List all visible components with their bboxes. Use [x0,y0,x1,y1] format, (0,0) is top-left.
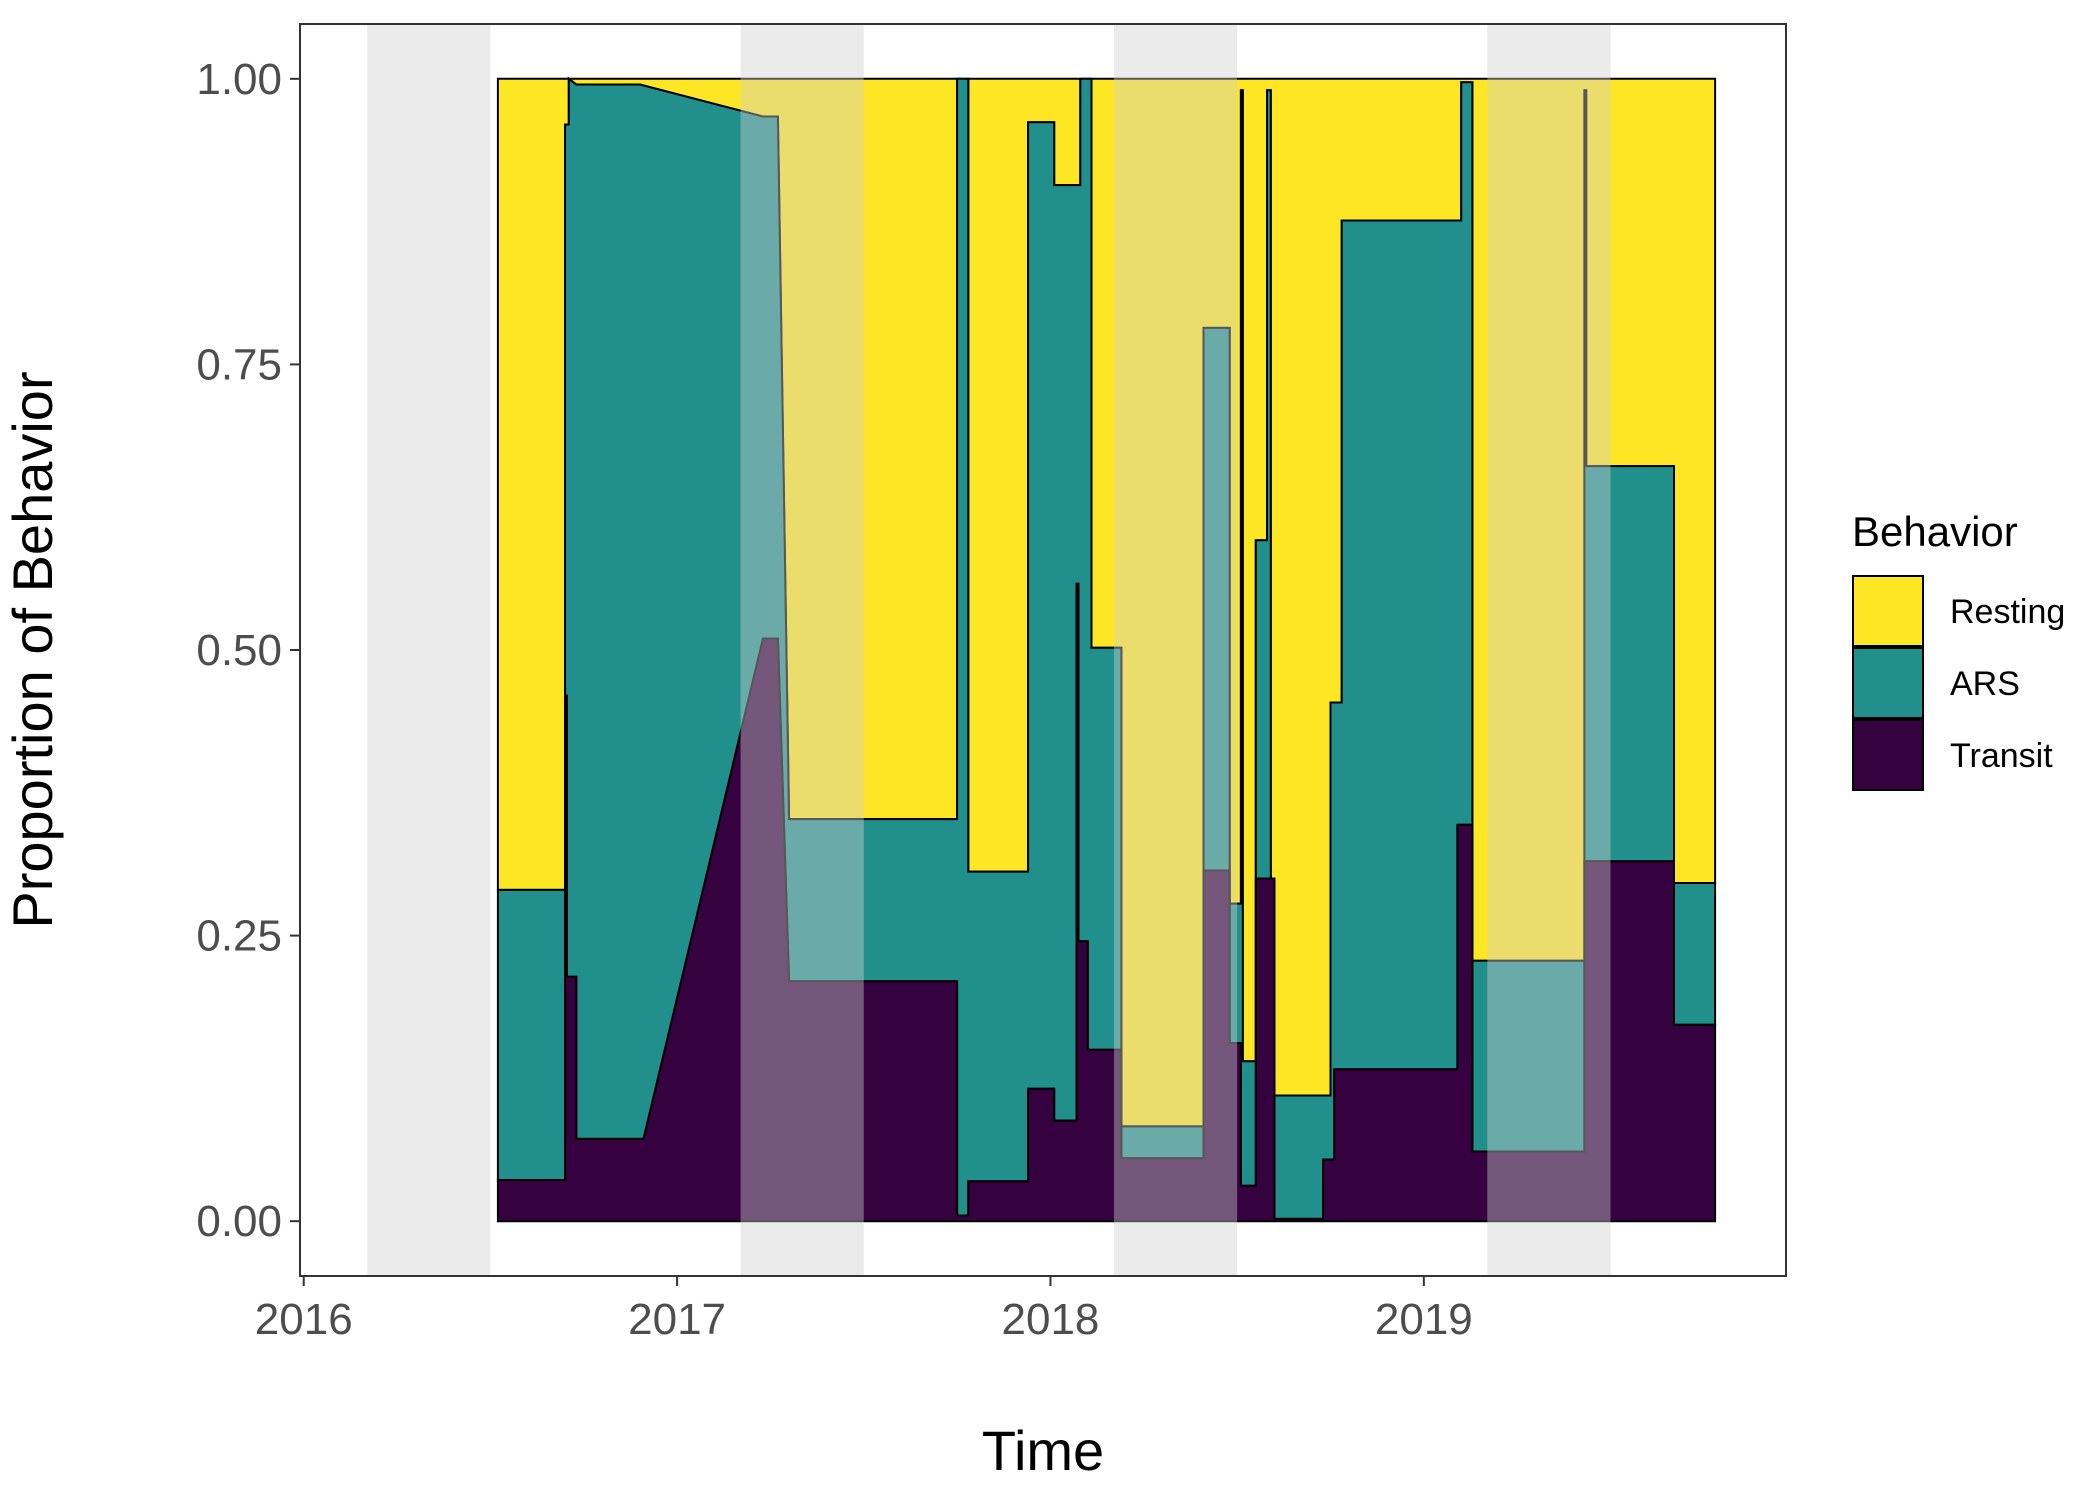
x-tick-label: 2016 [255,1295,353,1344]
y-tick-label: 0.75 [196,340,282,389]
legend-label-resting: Resting [1950,593,2065,631]
legend-label-ars: ARS [1950,665,2020,703]
shaded-period-1 [367,24,491,1276]
x-axis-title: Time [982,1419,1104,1482]
y-tick-label: 0.00 [196,1197,282,1246]
stacked-areas [496,76,1717,1223]
shaded-period-2 [740,24,864,1276]
legend-title: Behavior [1852,508,2018,555]
legend: Behavior Resting ARS Transit [1852,508,2065,791]
legend-key-ars [1852,647,1924,719]
y-tick-label: 0.50 [196,626,282,675]
legend-key-resting [1852,575,1924,647]
legend-label-transit: Transit [1950,737,2053,775]
y-axis-title: Proportion of Behavior [1,371,64,928]
shaded-periods [367,24,1611,1276]
shaded-period-3 [1113,24,1238,1276]
y-tick-label: 1.00 [196,55,282,104]
x-axis: 2016 2017 2018 2019 [255,1276,1473,1344]
x-tick-label: 2019 [1375,1295,1473,1344]
x-tick-label: 2018 [1002,1295,1100,1344]
y-axis: 0.00 0.25 0.50 0.75 1.00 [196,55,300,1246]
x-tick-label: 2017 [628,1295,726,1344]
area-transit [496,582,1717,1223]
y-tick-label: 0.25 [196,912,282,961]
shaded-period-4 [1487,24,1611,1276]
legend-key-transit [1852,719,1924,791]
